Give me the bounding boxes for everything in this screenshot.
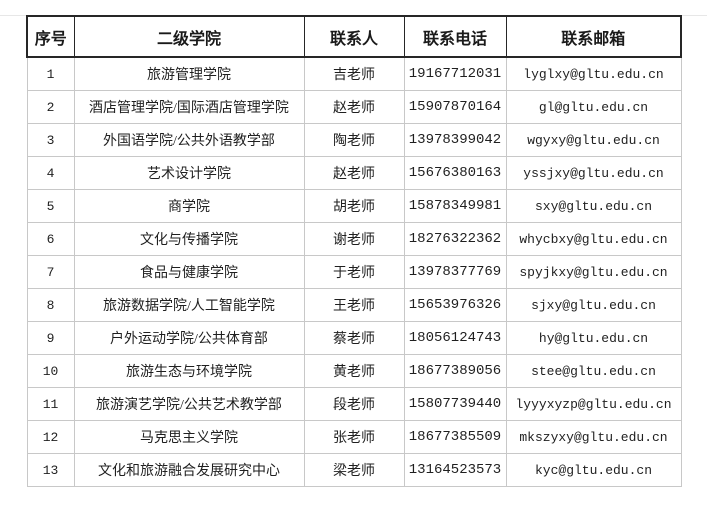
cell-college: 外国语学院/公共外语教学部 (73, 123, 305, 157)
cell-email: spyjkxy@gltu.edu.cn (505, 255, 682, 289)
cell-college: 旅游演艺学院/公共艺术教学部 (73, 387, 305, 421)
cell-email: lyglxy@gltu.edu.cn (505, 56, 682, 91)
cell-contact: 黄老师 (303, 354, 405, 388)
cell-index: 7 (26, 255, 75, 289)
cell-college: 旅游管理学院 (73, 56, 305, 91)
cell-index: 3 (26, 123, 75, 157)
cell-index: 12 (26, 420, 75, 454)
cell-college: 户外运动学院/公共体育部 (73, 321, 305, 355)
cell-email: mkszyxy@gltu.edu.cn (505, 420, 682, 454)
cell-contact: 胡老师 (303, 189, 405, 223)
cell-email: kyc@gltu.edu.cn (505, 453, 682, 487)
cell-email: gl@gltu.edu.cn (505, 90, 682, 124)
table-row: 2 酒店管理学院/国际酒店管理学院 赵老师 15907870164 gl@gltu.ed… (26, 90, 682, 124)
cell-phone: 15907870164 (403, 90, 507, 124)
cell-phone: 15676380163 (403, 156, 507, 190)
cell-phone: 18276322362 (403, 222, 507, 256)
table-body: 1 旅游管理学院 吉老师 19167712031 lyglxy@gltu.edu.cn 2… (26, 56, 682, 487)
cell-college: 艺术设计学院 (73, 156, 305, 190)
cell-phone: 18677389056 (403, 354, 507, 388)
cell-contact: 谢老师 (303, 222, 405, 256)
cell-index: 11 (26, 387, 75, 421)
column-header-phone: 联系电话 (403, 15, 507, 58)
cell-college: 旅游生态与环境学院 (73, 354, 305, 388)
table-row: 6 文化与传播学院 谢老师 18276322362 whycbxy@gltu.edu.c… (26, 222, 682, 256)
cell-index: 1 (26, 56, 75, 91)
cell-contact: 吉老师 (303, 56, 405, 91)
cell-phone: 18056124743 (403, 321, 507, 355)
cell-index: 9 (26, 321, 75, 355)
cell-phone: 13164523573 (403, 453, 507, 487)
cell-college: 食品与健康学院 (73, 255, 305, 289)
cell-email: stee@gltu.edu.cn (505, 354, 682, 388)
table-row: 11 旅游演艺学院/公共艺术教学部 段老师 15807739440 lyyyxyzp@g… (26, 387, 682, 421)
cell-index: 8 (26, 288, 75, 322)
cell-index: 6 (26, 222, 75, 256)
college-contact-table: 序号 二级学院 联系人 联系电话 联系邮箱 1 旅游管理学院 吉老师 19167712… (26, 15, 682, 487)
column-header-index: 序号 (26, 15, 75, 58)
column-header-contact: 联系人 (303, 15, 405, 58)
table-row: 7 食品与健康学院 于老师 13978377769 spyjkxy@gltu.edu.c… (26, 255, 682, 289)
cell-index: 13 (26, 453, 75, 487)
cell-contact: 赵老师 (303, 156, 405, 190)
cell-phone: 13978399042 (403, 123, 507, 157)
cell-college: 马克思主义学院 (73, 420, 305, 454)
cell-email: whycbxy@gltu.edu.cn (505, 222, 682, 256)
table-row: 5 商学院 胡老师 15878349981 sxy@gltu.edu.cn (26, 189, 682, 223)
cell-phone: 13978377769 (403, 255, 507, 289)
table-row: 3 外国语学院/公共外语教学部 陶老师 13978399042 wgyxy@gltu.e… (26, 123, 682, 157)
cell-contact: 梁老师 (303, 453, 405, 487)
cell-index: 5 (26, 189, 75, 223)
cell-college: 文化和旅游融合发展研究中心 (73, 453, 305, 487)
table-row: 9 户外运动学院/公共体育部 蔡老师 18056124743 hy@gltu.edu.c… (26, 321, 682, 355)
cell-email: hy@gltu.edu.cn (505, 321, 682, 355)
table-row: 1 旅游管理学院 吉老师 19167712031 lyglxy@gltu.edu.cn (26, 56, 682, 91)
cell-email: sxy@gltu.edu.cn (505, 189, 682, 223)
column-header-college: 二级学院 (73, 15, 305, 58)
table-header-row: 序号 二级学院 联系人 联系电话 联系邮箱 (26, 15, 682, 58)
table-row: 4 艺术设计学院 赵老师 15676380163 yssjxy@gltu.edu.cn (26, 156, 682, 190)
cell-phone: 15878349981 (403, 189, 507, 223)
cell-college: 商学院 (73, 189, 305, 223)
cell-phone: 18677385509 (403, 420, 507, 454)
cell-email: wgyxy@gltu.edu.cn (505, 123, 682, 157)
cell-email: lyyyxyzp@gltu.edu.cn (505, 387, 682, 421)
cell-college: 酒店管理学院/国际酒店管理学院 (73, 90, 305, 124)
table-row: 8 旅游数据学院/人工智能学院 王老师 15653976326 sjxy@gltu.ed… (26, 288, 682, 322)
cell-index: 2 (26, 90, 75, 124)
cell-contact: 于老师 (303, 255, 405, 289)
cell-index: 10 (26, 354, 75, 388)
cell-index: 4 (26, 156, 75, 190)
cell-email: sjxy@gltu.edu.cn (505, 288, 682, 322)
cell-email: yssjxy@gltu.edu.cn (505, 156, 682, 190)
cell-contact: 赵老师 (303, 90, 405, 124)
cell-phone: 15807739440 (403, 387, 507, 421)
cell-contact: 陶老师 (303, 123, 405, 157)
table-row: 10 旅游生态与环境学院 黄老师 18677389056 stee@gltu.edu.c… (26, 354, 682, 388)
cell-college: 文化与传播学院 (73, 222, 305, 256)
cell-contact: 王老师 (303, 288, 405, 322)
cell-contact: 张老师 (303, 420, 405, 454)
cell-college: 旅游数据学院/人工智能学院 (73, 288, 305, 322)
cell-phone: 19167712031 (403, 56, 507, 91)
cell-contact: 蔡老师 (303, 321, 405, 355)
table-row: 13 文化和旅游融合发展研究中心 梁老师 13164523573 kyc@gltu.ed… (26, 453, 682, 487)
cell-contact: 段老师 (303, 387, 405, 421)
table-row: 12 马克思主义学院 张老师 18677385509 mkszyxy@gltu.edu.… (26, 420, 682, 454)
cell-phone: 15653976326 (403, 288, 507, 322)
column-header-email: 联系邮箱 (505, 15, 682, 58)
